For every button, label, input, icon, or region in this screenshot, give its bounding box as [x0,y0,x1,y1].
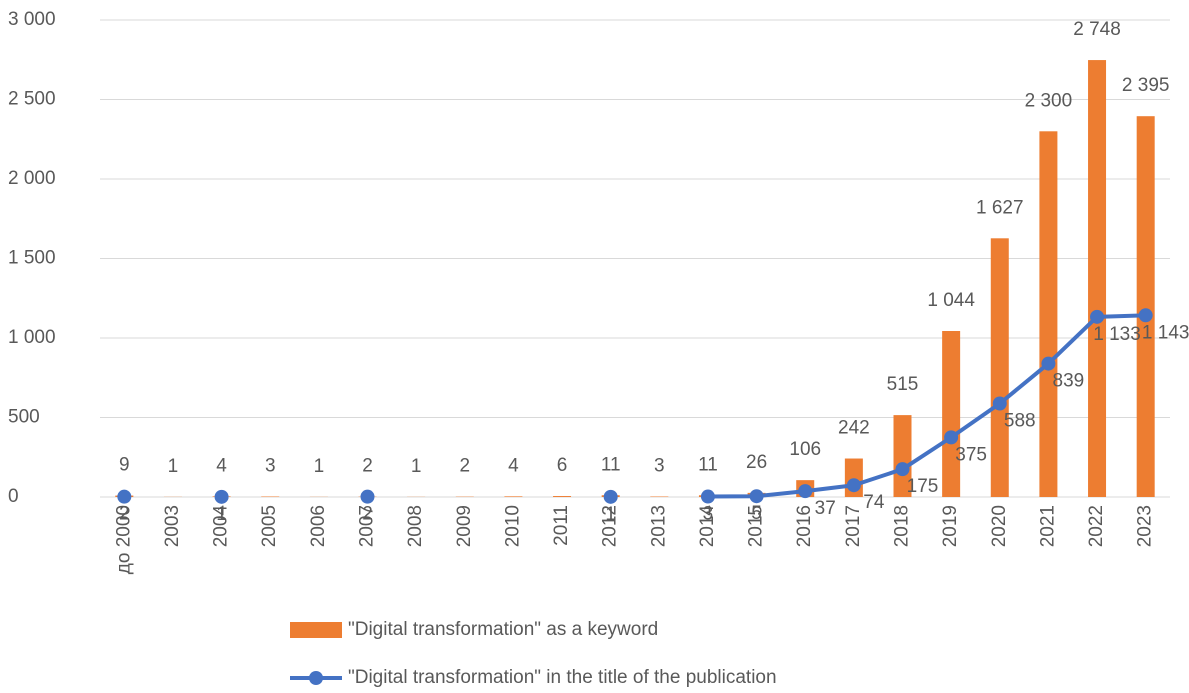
legend-swatch [290,622,342,638]
line-marker [992,396,1007,411]
line-value-label: 839 [1053,371,1085,392]
x-tick-label: 2004 [211,505,232,548]
bar-value-label: 515 [887,374,919,395]
bar-value-label: 3 [265,456,276,477]
line-value-label: 1 [216,504,227,525]
bar-value-label: 4 [216,455,227,476]
y-tick-label: 2 500 [8,89,56,110]
bar-value-label: 3 [654,456,665,477]
y-tick-label: 1 500 [8,248,56,269]
bar-value-label: 2 [362,456,373,477]
x-tick-label: 2013 [648,505,669,547]
bar-value-label: 1 627 [976,197,1024,218]
x-tick-label: 2020 [989,505,1010,547]
bar [553,496,572,497]
line-marker [700,489,715,504]
bar-value-label: 2 [459,456,470,477]
x-tick-label: 2015 [746,505,767,547]
line-value-label: 37 [815,498,836,519]
bar-value-label: 2 395 [1122,75,1170,96]
bar-value-label: 11 [601,454,621,475]
y-tick-label: 0 [8,486,19,507]
x-tick-label: 2014 [697,505,718,548]
bar-value-label: 1 [314,456,325,477]
x-tick-label: 2017 [843,505,864,547]
line-marker [214,489,229,504]
x-tick-label: 2023 [1135,505,1156,547]
bar-value-label: 2 748 [1073,19,1121,40]
line-marker [1138,308,1153,323]
x-tick-label: 2005 [259,505,280,547]
bar-value-label: 106 [789,439,821,460]
bar-value-label: 1 044 [927,290,975,311]
line-value-label: 1 133 [1093,324,1141,345]
x-tick-label: 2011 [551,505,572,546]
x-tick-label: 2006 [308,505,329,547]
bar [1088,60,1107,498]
line-value-label: 375 [955,444,987,465]
bar [990,238,1009,497]
line-marker [603,489,618,504]
line-value-label: 1 [605,504,616,525]
line-value-label: 1 143 [1142,322,1189,343]
x-tick-label: 2016 [794,505,815,547]
line-value-label: 588 [1004,411,1036,432]
bar-value-label: 4 [508,455,519,476]
x-tick-label: 2021 [1037,505,1058,547]
y-tick-label: 500 [8,407,40,428]
bar-value-label: 2 300 [1025,90,1073,111]
bar-value-label: 11 [698,454,718,475]
line [707,313,1146,499]
bar [504,496,523,497]
legend-label: "Digital transformation" in the title of… [348,667,777,688]
line-marker [360,489,375,504]
x-tick-label: 2019 [940,505,961,547]
y-tick-label: 2 000 [8,168,56,189]
x-tick-label: 2010 [502,505,523,547]
line-marker [944,430,959,445]
x-tick-label: 2009 [454,505,475,547]
bar-value-label: 1 [168,456,179,477]
line-marker [1041,356,1056,371]
x-tick-label: 2008 [405,505,426,547]
line-value-label: 3 [703,504,714,525]
line-marker [846,478,861,493]
bar-value-label: 9 [119,455,130,476]
bar [942,331,961,497]
y-tick-label: 3 000 [8,9,56,30]
line-value-label: 2 [119,504,130,525]
legend-label: "Digital transformation" as a keyword [348,619,658,640]
line-marker [1090,309,1105,324]
bar-value-label: 26 [746,452,767,473]
line-value-label: 2 [362,504,373,525]
bar-value-label: 1 [411,456,422,477]
y-tick-label: 1 000 [8,327,56,348]
bar-value-label: 242 [838,418,870,439]
line-marker [117,489,132,504]
bar-value-label: 6 [557,455,568,476]
x-tick-label: 2018 [892,505,913,547]
bar [1136,116,1155,497]
x-tick-label: 2012 [600,505,621,547]
x-tick-label: 2007 [357,505,378,547]
bar [1039,131,1058,498]
legend-swatch-marker [309,671,323,685]
line-value-label: 5 [751,503,762,524]
line-marker [749,489,764,504]
x-tick-label: 2022 [1086,505,1107,547]
x-tick-label: 2003 [162,505,183,547]
line-value-label: 175 [907,476,939,497]
bar [893,415,912,497]
line-marker [798,484,813,499]
line-value-label: 74 [863,492,885,513]
x-tick-label: до 2000 [113,505,134,574]
line-marker [895,462,910,477]
